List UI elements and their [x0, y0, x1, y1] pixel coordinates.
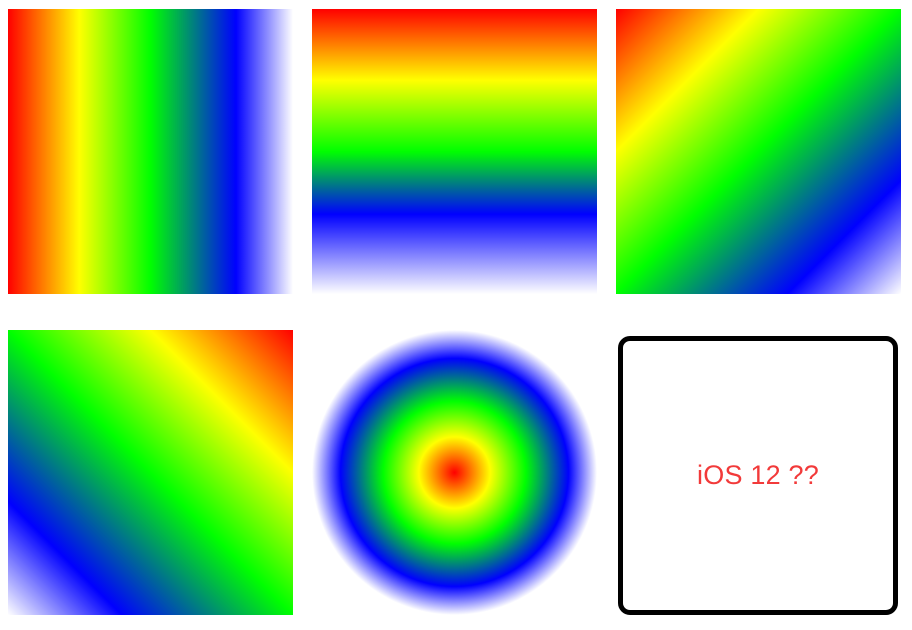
linear-gradient-horizontal-swatch [8, 9, 293, 294]
linear-gradient-vertical-swatch [312, 9, 597, 294]
ios12-placeholder-box: iOS 12 ?? [618, 336, 898, 615]
linear-gradient-diagonal-swatch [616, 9, 901, 294]
radial-gradient-swatch [312, 330, 597, 615]
linear-gradient-reverse-diagonal-swatch [8, 330, 293, 615]
ios12-placeholder-label: iOS 12 ?? [697, 460, 819, 490]
